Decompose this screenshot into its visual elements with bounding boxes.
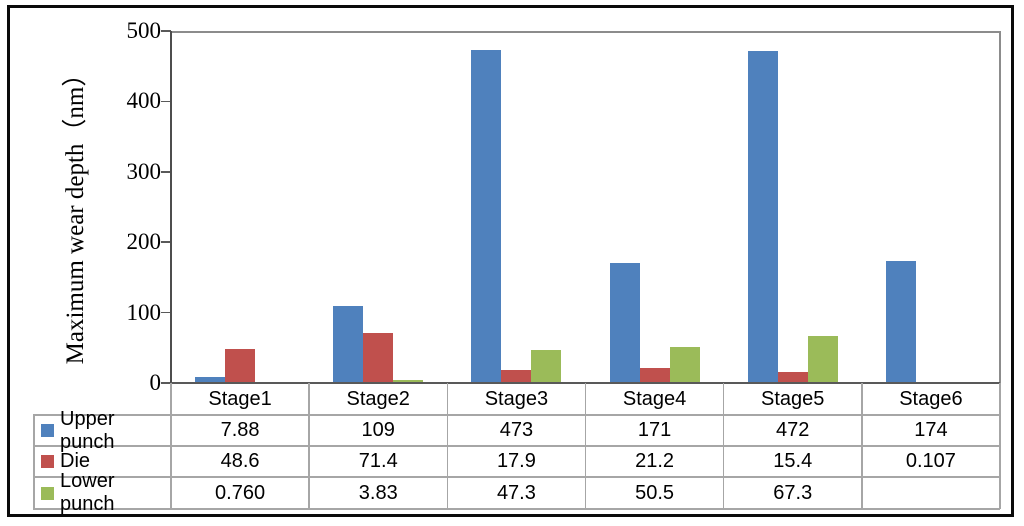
bar-upper-punch-stage1 bbox=[195, 377, 226, 383]
table-hline-2 bbox=[33, 445, 1000, 447]
y-tick-mark-500 bbox=[161, 30, 171, 32]
y-tick-mark-200 bbox=[161, 241, 171, 243]
cell-lower-punch-stage4: 50.5 bbox=[635, 481, 675, 504]
legend-item-lower-punch: Lower punch bbox=[33, 470, 171, 515]
bar-lower-punch-stage5 bbox=[807, 335, 838, 383]
cell-upper-punch-stage5: 472 bbox=[776, 419, 810, 441]
cell-die-stage2: 71.4 bbox=[358, 450, 398, 472]
cell-die-stage1: 48.6 bbox=[220, 450, 260, 472]
bar-die-stage2 bbox=[363, 332, 394, 383]
y-tick-label-300: 300 bbox=[126, 158, 162, 184]
cell-upper-punch-stage6: 174 bbox=[914, 419, 948, 441]
bar-die-stage5 bbox=[777, 372, 808, 383]
plot-border-top bbox=[171, 31, 1000, 33]
table-header-stage2: Stage2 bbox=[346, 387, 410, 410]
legend-swatch-die bbox=[41, 455, 54, 468]
y-tick-label-0: 0 bbox=[149, 370, 162, 395]
bar-lower-punch-stage2 bbox=[393, 380, 424, 383]
table-header-stage4: Stage4 bbox=[622, 387, 687, 410]
cell-lower-punch-stage3: 47.3 bbox=[496, 481, 536, 504]
plot-border-right bbox=[999, 31, 1001, 383]
bar-upper-punch-stage6 bbox=[885, 260, 916, 383]
cell-lower-punch-stage6 bbox=[862, 477, 1000, 509]
legend-label-die: Die bbox=[60, 450, 91, 472]
y-tick-label-500: 500 bbox=[126, 18, 162, 43]
bar-lower-punch-stage4 bbox=[669, 347, 700, 383]
table-hline-1 bbox=[33, 414, 1000, 416]
table-vline-6 bbox=[999, 383, 1001, 509]
cell-die-stage3: 17.9 bbox=[496, 450, 536, 472]
cell-die-stage5: 15.4 bbox=[773, 450, 813, 472]
y-axis-line bbox=[170, 31, 172, 383]
bar-upper-punch-stage5 bbox=[747, 50, 778, 383]
table-hline-4 bbox=[33, 508, 1000, 510]
chart-frame: Maximum wear depth（nm） 0 100 200 300 400 500 … bbox=[7, 5, 1014, 517]
y-tick-label-200: 200 bbox=[126, 229, 162, 255]
y-tick-mark-100 bbox=[161, 311, 171, 314]
y-tick-mark-300 bbox=[161, 171, 171, 173]
table-header-stage1: Stage1 bbox=[208, 387, 272, 410]
cell-die-stage6: 0.107 bbox=[905, 450, 956, 472]
cell-upper-punch-stage4: 171 bbox=[637, 419, 672, 441]
y-axis-title: Maximum wear depth（nm） bbox=[62, 61, 89, 365]
cell-upper-punch-stage1: 7.88 bbox=[220, 419, 260, 441]
cell-die-stage4: 21.2 bbox=[635, 450, 675, 472]
table-header-stage6: Stage6 bbox=[899, 387, 963, 410]
legend-label-upper-punch: Upper punch bbox=[60, 407, 115, 453]
table-hline-3 bbox=[33, 476, 1000, 478]
bar-die-stage3 bbox=[501, 370, 532, 383]
legend-swatch-lower-punch bbox=[41, 486, 54, 500]
cell-lower-punch-stage2: 3.83 bbox=[358, 481, 398, 504]
y-tick-label-100: 100 bbox=[126, 299, 162, 325]
legend-item-upper-punch: Upper punch bbox=[33, 408, 171, 453]
legend-label-lower-punch: Lower punch bbox=[60, 470, 115, 515]
table-header-stage5: Stage5 bbox=[761, 387, 825, 410]
bar-upper-punch-stage2 bbox=[333, 306, 364, 383]
bar-lower-punch-stage3 bbox=[531, 349, 562, 383]
y-tick-mark-0 bbox=[161, 382, 171, 384]
table-vline-5 bbox=[861, 383, 863, 509]
table-header-stage3: Stage3 bbox=[484, 387, 549, 410]
bar-upper-punch-stage4 bbox=[609, 262, 640, 383]
table-vline-0 bbox=[170, 383, 172, 509]
legend-item-die: Die bbox=[33, 446, 171, 477]
cell-upper-punch-stage2: 109 bbox=[361, 419, 395, 441]
cell-lower-punch-stage1: 0.760 bbox=[215, 481, 266, 504]
cell-lower-punch-stage5: 67.3 bbox=[773, 481, 813, 504]
y-tick-label-400: 400 bbox=[126, 88, 162, 114]
y-tick-mark-400 bbox=[161, 100, 171, 103]
table-vline-1 bbox=[308, 383, 310, 509]
bar-die-stage1 bbox=[225, 348, 256, 383]
legend-swatch-upper-punch bbox=[41, 424, 54, 437]
table-vline-left bbox=[33, 415, 35, 509]
table-vline-2 bbox=[446, 383, 449, 509]
bar-die-stage4 bbox=[639, 368, 670, 383]
table-vline-3 bbox=[584, 383, 587, 509]
cell-upper-punch-stage3: 473 bbox=[499, 419, 534, 441]
table-vline-4 bbox=[722, 383, 725, 509]
bar-upper-punch-stage3 bbox=[471, 50, 502, 383]
